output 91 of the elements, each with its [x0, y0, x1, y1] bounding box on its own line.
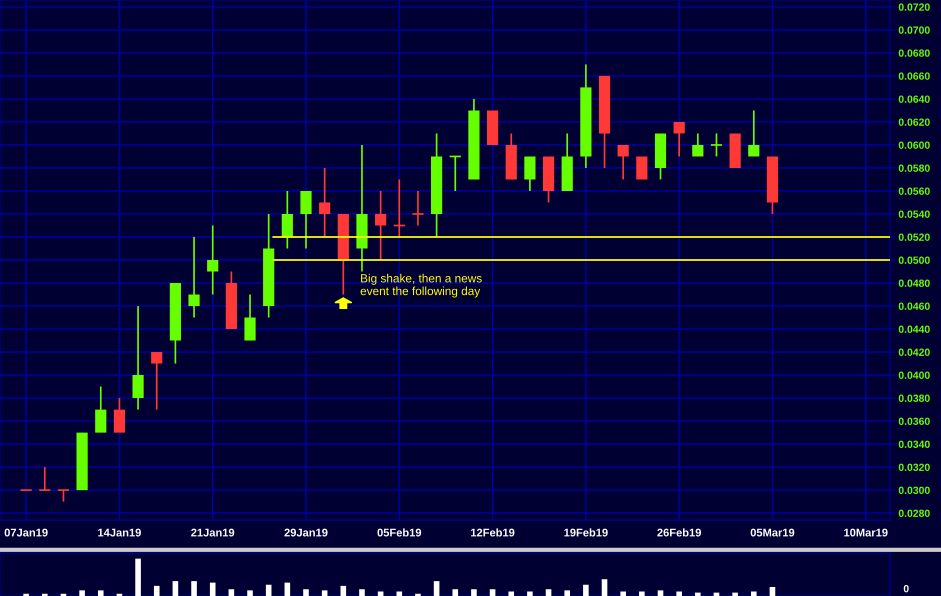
- bar: [732, 592, 738, 596]
- y-tick-label: 0.0440: [898, 326, 930, 333]
- bar: [135, 558, 141, 596]
- bar: [322, 590, 328, 596]
- x-tick-label: 19Feb19: [564, 528, 608, 537]
- y-tick-label: 0.0400: [898, 372, 930, 379]
- bar: [210, 582, 216, 596]
- x-tick-label: 05Mar19: [750, 528, 794, 537]
- candlestick: [319, 167, 330, 238]
- x-tick-label: 29Jan19: [284, 528, 328, 537]
- y-tick-label: 0.0720: [898, 3, 930, 11]
- bar: [98, 590, 104, 596]
- candlestick: [618, 144, 629, 180]
- bar: [396, 592, 402, 596]
- y-tick-label: 0.0620: [898, 118, 930, 126]
- bar: [546, 589, 552, 596]
- bar: [303, 589, 309, 596]
- candlestick: [412, 190, 424, 226]
- bar: [359, 589, 365, 596]
- candlestick: [748, 110, 760, 158]
- y-tick-label: 0.0520: [898, 233, 930, 241]
- y-tick-label: 0.0460: [898, 302, 930, 310]
- bar: [750, 592, 757, 596]
- bar: [639, 592, 645, 596]
- bar: [247, 590, 253, 596]
- candlestick: [244, 294, 256, 342]
- y-tick-label: 0.0300: [898, 486, 930, 494]
- bar: [620, 592, 626, 596]
- bar: [602, 579, 608, 596]
- y-tick-label: 0.0700: [898, 26, 930, 34]
- x-tick-label: 07Jan19: [4, 528, 48, 537]
- candlestick: [692, 132, 704, 158]
- candlestick: [524, 156, 536, 192]
- bar: [695, 592, 701, 596]
- bar: [452, 589, 458, 596]
- y-tick-label: 0.0340: [898, 440, 930, 448]
- bar: [658, 590, 664, 596]
- candlestick: [57, 489, 70, 502]
- y-tick-label: 0.0540: [898, 210, 930, 218]
- bar: [79, 590, 85, 596]
- x-tick-label: 12Feb19: [471, 528, 514, 537]
- candlestick: [674, 121, 685, 158]
- candlestick: [114, 397, 126, 434]
- bar: [191, 581, 197, 596]
- bar: [564, 590, 570, 596]
- y-tick-label: 0.0680: [898, 49, 930, 57]
- bar: [154, 586, 160, 596]
- y-tick-label: 0.0580: [898, 164, 930, 172]
- candlestick: [636, 156, 648, 180]
- y-tick-label: 0.0480: [898, 280, 930, 287]
- bar: [770, 587, 776, 596]
- x-tick-label: 05Feb19: [377, 528, 422, 537]
- y-tick-label: 0.0660: [898, 72, 930, 80]
- bar: [228, 589, 234, 596]
- candlestick: [207, 224, 218, 296]
- bar: [714, 592, 720, 596]
- y-tick-label: 0.0420: [898, 348, 930, 356]
- bar: [527, 592, 533, 596]
- y-tick-label: 0.0500: [898, 256, 930, 264]
- x-tick-label: 14Jan19: [98, 528, 141, 537]
- bar: [378, 592, 384, 596]
- y-tick-label: 0.0380: [898, 394, 930, 402]
- y-tick-label: 0.0560: [898, 187, 930, 195]
- y-tick-label: 0.0320: [898, 464, 930, 471]
- candlestick: [151, 351, 162, 410]
- bar: [266, 584, 272, 596]
- y-tick-label: 0.0280: [898, 510, 930, 517]
- y-tick-label: 0.0360: [898, 418, 930, 425]
- candlestick: [188, 236, 200, 318]
- bar: [284, 582, 290, 596]
- x-tick-label: 26Feb19: [657, 528, 701, 537]
- text: 0: [904, 584, 909, 592]
- bar: [490, 589, 496, 596]
- bar: [583, 584, 589, 596]
- bar: [434, 581, 440, 596]
- candlestick: [132, 305, 144, 410]
- x-tick-label: 21Jan19: [191, 528, 234, 537]
- y-tick-label: 0.0640: [898, 95, 930, 103]
- bar: [340, 586, 346, 596]
- x-tick-label: 10Mar19: [844, 528, 888, 537]
- candlestick: [375, 190, 386, 261]
- candlestick: [710, 132, 723, 158]
- bar: [172, 581, 178, 596]
- candlestick: [282, 190, 293, 250]
- annotation: Big shake, then a news event the following day: [360, 274, 482, 298]
- candlestick: [95, 386, 106, 434]
- bar: [471, 589, 477, 596]
- bar: [676, 592, 682, 596]
- y-tick-label: 0.0600: [898, 141, 930, 149]
- candlestick: [300, 190, 312, 250]
- bar: [508, 592, 514, 596]
